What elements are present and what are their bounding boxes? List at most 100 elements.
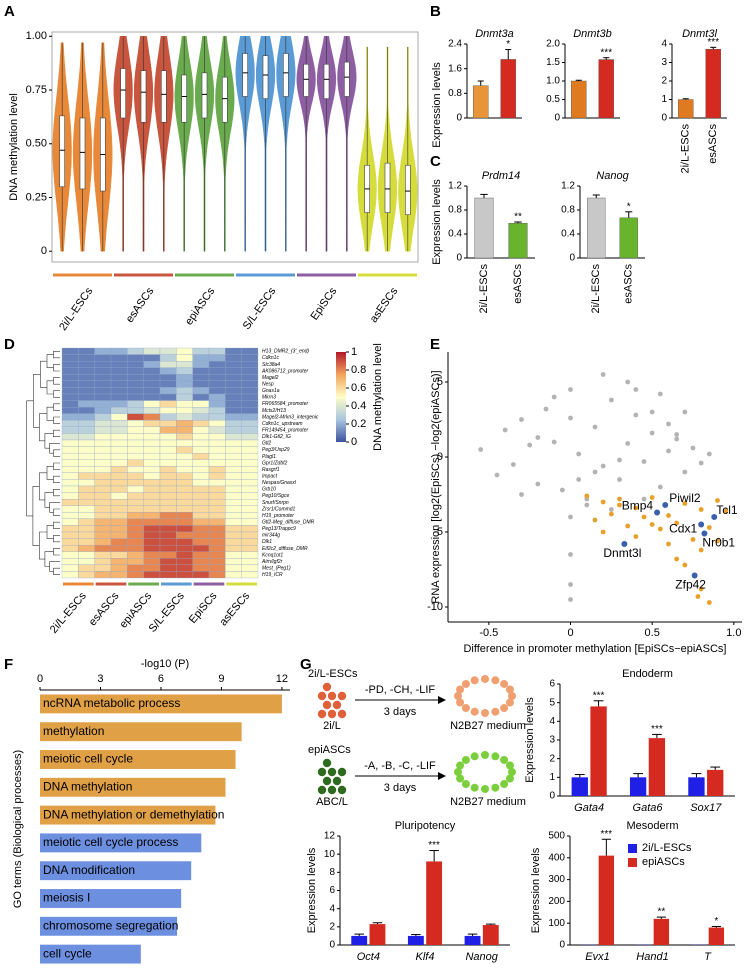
highlight-point — [691, 572, 699, 579]
box — [181, 74, 187, 123]
heatmap-cell — [143, 446, 161, 454]
panel-label: C — [430, 153, 441, 170]
heatmap-cell — [208, 485, 226, 493]
heatmap-cell — [225, 459, 242, 467]
heatmap-cell — [192, 433, 210, 441]
x-tick-label: esASCs — [512, 264, 524, 304]
heatmap-cell — [192, 571, 210, 579]
box — [283, 53, 289, 97]
heatmap-cell — [61, 400, 79, 408]
heatmap-cell — [159, 551, 177, 559]
x-tick-label: 6 — [158, 673, 164, 685]
row-label: Gtl2 — [262, 441, 271, 447]
cell — [481, 709, 489, 717]
cell — [454, 768, 462, 776]
point — [519, 492, 524, 497]
heatmap-cell — [110, 426, 128, 434]
heatmap-cell — [61, 472, 79, 480]
point — [674, 520, 680, 526]
heatmap-cell — [110, 354, 128, 362]
heatmap-cell — [61, 393, 79, 401]
bar — [474, 197, 494, 259]
heatmap-cell — [225, 387, 242, 395]
heatmap-cell — [61, 387, 79, 395]
bar — [619, 217, 638, 259]
heatmap-cell — [94, 518, 112, 526]
heatmap-cell — [110, 400, 128, 408]
heatmap-cell — [127, 531, 144, 539]
cell — [505, 685, 514, 694]
heatmap-cell — [61, 354, 79, 362]
y-tick-label: 0.50 — [26, 138, 47, 150]
x-tick-label: Gata6 — [633, 802, 664, 814]
cell — [500, 679, 509, 688]
heatmap-cell — [225, 446, 242, 454]
heatmap-cell — [159, 374, 177, 382]
heatmap-cell — [127, 360, 144, 368]
bar — [707, 769, 724, 796]
group-label: esASCs — [124, 285, 157, 325]
heatmap-cell — [78, 558, 95, 566]
point — [657, 391, 663, 397]
y-axis-label: Expression levels — [431, 62, 443, 148]
heatmap-cell — [225, 426, 242, 434]
cell — [317, 709, 327, 719]
heatmap-cell — [225, 439, 242, 447]
chart-title: Dnmt3l — [682, 28, 717, 40]
heatmap-cell — [110, 485, 128, 493]
colorbar-tick-label: 1 — [351, 346, 357, 358]
heatmap-cell — [143, 380, 161, 388]
y-tick-label: 0 — [661, 113, 667, 124]
heatmap-cell — [241, 406, 259, 414]
bar-label: meiotic cell cycle process — [43, 835, 178, 849]
dendrogram-branch — [46, 354, 54, 369]
point — [600, 372, 606, 377]
heatmap-cell — [159, 492, 177, 500]
heatmap-cell — [176, 505, 193, 513]
heatmap-cell — [143, 525, 161, 533]
group-label: S/L-ESCs — [241, 285, 279, 332]
bar — [40, 861, 192, 881]
cell — [461, 704, 470, 713]
heatmap-cell — [176, 360, 193, 368]
heatmap-cell — [176, 571, 193, 579]
heatmap-cell — [241, 544, 259, 552]
heatmap-cell — [127, 452, 144, 460]
dendrogram-branch — [49, 502, 60, 513]
x-tick-label: 2i/L-ESCs — [680, 124, 692, 174]
heatmap-cell — [159, 393, 177, 401]
cell — [491, 676, 500, 685]
point — [617, 502, 622, 508]
point — [706, 600, 712, 605]
chart-title: Endoderm — [622, 668, 673, 680]
heatmap-cell — [159, 446, 177, 454]
heatmap-cell — [176, 413, 193, 421]
heatmap-cell — [176, 433, 193, 441]
heatmap-cell — [208, 512, 226, 520]
cell — [481, 785, 489, 793]
heatmap-cell — [225, 498, 242, 506]
heatmap-cell — [159, 538, 177, 546]
x-tick-label: 2i/L-ESCs — [478, 264, 490, 314]
cell — [337, 691, 347, 701]
point — [519, 417, 524, 422]
heatmap-cell — [176, 544, 193, 552]
heatmap-cell — [192, 551, 210, 559]
cell — [500, 780, 509, 789]
highlight-point — [661, 501, 669, 509]
bar-label: chromosome segregation — [43, 918, 178, 932]
heatmap-cell — [143, 571, 161, 579]
colorbar-tick-label: 0.8 — [351, 364, 366, 376]
heatmap-cell — [159, 525, 177, 533]
y-axis-label: DNA methylation level — [372, 343, 384, 451]
heatmap-cell — [143, 485, 161, 493]
bar — [464, 935, 481, 945]
row-label: Airn/Igf2r — [261, 559, 283, 565]
y-tick-label: 2.0 — [546, 39, 560, 50]
dendrogram-branch — [53, 403, 60, 411]
heatmap-cell — [94, 393, 112, 401]
y-tick-label: 0.4 — [561, 229, 575, 240]
y-axis-label: GO terms (Biological processes) — [12, 750, 24, 908]
heatmap-cell — [61, 374, 79, 382]
cell — [332, 700, 342, 710]
